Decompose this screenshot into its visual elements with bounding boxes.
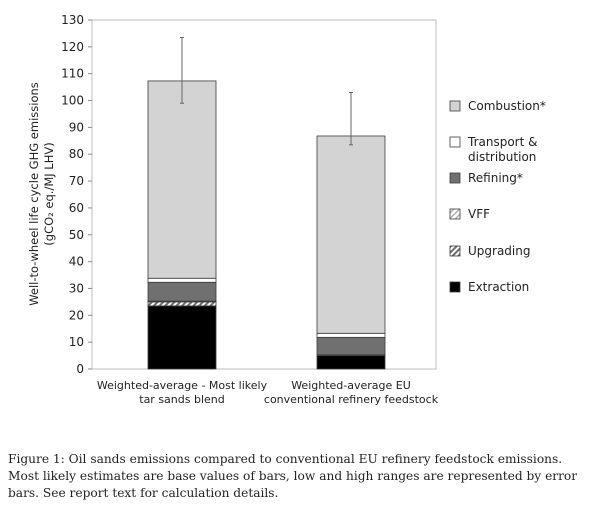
- error-bar: [180, 36, 184, 104]
- y-tick-label: 120: [61, 40, 84, 54]
- y-tick-label: 0: [76, 362, 84, 376]
- legend-label: Refining*: [468, 171, 523, 185]
- legend-swatch: [449, 208, 461, 220]
- bar-segment-transport: [147, 277, 217, 283]
- y-tick-label: 50: [69, 228, 84, 242]
- y-tick-label: 130: [61, 13, 84, 27]
- bar-segment-extraction: [316, 355, 386, 370]
- bars: [147, 80, 386, 370]
- bar-segment-refining: [147, 281, 217, 302]
- y-tick-label: 90: [69, 120, 84, 134]
- x-category-label: Weighted-average - Most likely tar sands …: [97, 379, 268, 406]
- error-bars: [180, 36, 353, 146]
- legend-item-transport: Transport & distribution: [449, 135, 537, 164]
- bar-stack: [316, 135, 386, 370]
- legend-swatch: [449, 100, 461, 112]
- x-axis: Weighted-average - Most likely tar sands …: [97, 379, 439, 406]
- y-tick-label: 60: [69, 201, 84, 215]
- y-tick-label: 30: [69, 281, 84, 295]
- legend-item-vff: VFF: [449, 207, 490, 221]
- bar-segment-combustion: [147, 80, 217, 279]
- legend-label: Transport & distribution: [467, 135, 537, 164]
- bar-segment-transport: [316, 332, 386, 338]
- legend-item-upgrading: Upgrading: [449, 244, 530, 258]
- bar-segment-refining: [316, 336, 386, 356]
- y-tick-label: 10: [69, 335, 84, 349]
- y-tick-label: 80: [69, 147, 84, 161]
- bar-segment-combustion: [316, 135, 386, 334]
- error-bar: [349, 91, 353, 146]
- legend-swatch: [449, 136, 461, 148]
- legend-label: Combustion*: [468, 99, 546, 113]
- legend-label: Upgrading: [468, 244, 530, 258]
- figure-caption: Figure 1: Oil sands emissions compared t…: [8, 452, 578, 500]
- legend-label: VFF: [468, 207, 490, 221]
- y-tick-label: 70: [69, 174, 84, 188]
- legend-swatch: [449, 281, 461, 293]
- y-tick-label: 20: [69, 308, 84, 322]
- y-tick-label: 110: [61, 67, 84, 81]
- y-tick-label: 100: [61, 94, 84, 108]
- legend-item-extraction: Extraction: [449, 280, 529, 294]
- legend-label: Extraction: [468, 280, 529, 294]
- legend-item-combustion: Combustion*: [449, 99, 546, 113]
- y-axis: 0 10 20 30 40 50 60 70 80 90 100 110 120 130: [61, 13, 92, 376]
- bar-segment-extraction: [147, 305, 217, 370]
- y-tick-label: 40: [69, 255, 84, 269]
- x-category-label: Weighted-average EU conventional refinery…: [264, 379, 439, 406]
- legend-item-refining: Refining*: [449, 171, 523, 185]
- stacked-bar-chart: 0 10 20 30 40 50 60 70 80 90 100 110 120 130 Weighted…: [27, 13, 546, 406]
- bar-stack: [147, 80, 217, 370]
- legend: Combustion* Transport & distribution Refini…: [449, 99, 546, 294]
- legend-swatch: [449, 245, 461, 257]
- legend-swatch: [449, 172, 461, 184]
- bar-segment-upgrading: [147, 301, 217, 307]
- y-axis-label: Well-to-wheel life cycle GHG emissions(g…: [27, 82, 56, 306]
